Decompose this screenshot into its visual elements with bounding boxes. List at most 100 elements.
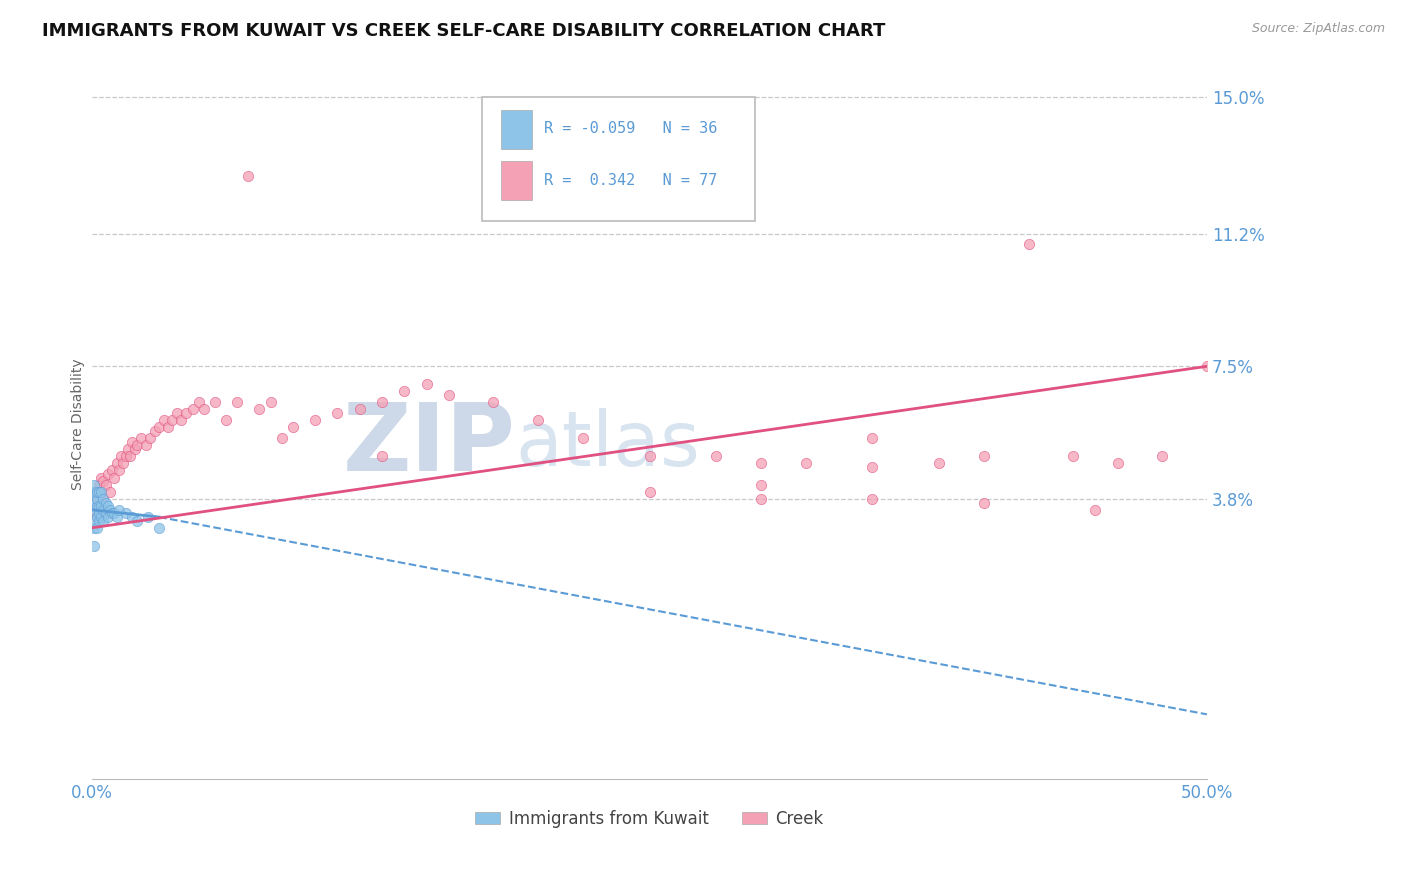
Point bbox=[91, 503, 114, 517]
Point bbox=[94, 496, 117, 510]
Point bbox=[226, 395, 249, 409]
Point bbox=[527, 413, 550, 427]
Point bbox=[105, 456, 128, 470]
Point bbox=[83, 503, 105, 517]
Point bbox=[87, 500, 110, 514]
Point bbox=[86, 521, 108, 535]
Point bbox=[83, 514, 105, 528]
Point bbox=[174, 406, 197, 420]
Point bbox=[181, 402, 204, 417]
Point bbox=[862, 431, 884, 445]
Point bbox=[862, 491, 884, 506]
Point bbox=[1018, 237, 1040, 252]
Point bbox=[973, 496, 995, 510]
Point bbox=[247, 402, 270, 417]
Point bbox=[121, 510, 143, 524]
Point bbox=[281, 420, 304, 434]
Point bbox=[83, 477, 105, 491]
Point bbox=[112, 456, 135, 470]
Point bbox=[91, 491, 114, 506]
Point bbox=[108, 503, 131, 517]
Point bbox=[326, 406, 349, 420]
Text: IMMIGRANTS FROM KUWAIT VS CREEK SELF-CARE DISABILITY CORRELATION CHART: IMMIGRANTS FROM KUWAIT VS CREEK SELF-CAR… bbox=[42, 22, 886, 40]
Point bbox=[90, 510, 112, 524]
FancyBboxPatch shape bbox=[482, 97, 755, 221]
Point bbox=[349, 402, 371, 417]
Point bbox=[101, 507, 124, 521]
Point bbox=[94, 507, 117, 521]
Text: Source: ZipAtlas.com: Source: ZipAtlas.com bbox=[1251, 22, 1385, 36]
Point bbox=[124, 442, 146, 456]
Point bbox=[482, 395, 505, 409]
Point bbox=[97, 500, 120, 514]
Point bbox=[1195, 359, 1218, 374]
Point bbox=[86, 484, 108, 499]
Point bbox=[94, 477, 117, 491]
Legend: Immigrants from Kuwait, Creek: Immigrants from Kuwait, Creek bbox=[468, 803, 831, 835]
Point bbox=[103, 507, 125, 521]
Point bbox=[114, 507, 136, 521]
Point bbox=[152, 413, 174, 427]
Point bbox=[706, 449, 728, 463]
Point bbox=[162, 413, 184, 427]
Point bbox=[148, 521, 170, 535]
Bar bbox=[502, 110, 533, 149]
Point bbox=[215, 413, 238, 427]
Point bbox=[139, 431, 162, 445]
Point bbox=[83, 539, 105, 553]
Point bbox=[90, 470, 112, 484]
Point bbox=[304, 413, 326, 427]
Point bbox=[1084, 503, 1107, 517]
Point bbox=[862, 459, 884, 474]
Point bbox=[571, 431, 593, 445]
Point bbox=[83, 491, 105, 506]
Point bbox=[148, 420, 170, 434]
Point bbox=[928, 456, 950, 470]
Point bbox=[973, 449, 995, 463]
Point bbox=[156, 420, 179, 434]
Bar bbox=[502, 161, 533, 200]
Point bbox=[87, 484, 110, 499]
Point bbox=[371, 395, 394, 409]
Point bbox=[749, 456, 772, 470]
Point bbox=[143, 424, 166, 438]
Point bbox=[110, 449, 132, 463]
Point bbox=[166, 406, 188, 420]
Point bbox=[86, 491, 108, 506]
Point bbox=[1152, 449, 1174, 463]
Point bbox=[1107, 456, 1129, 470]
Point bbox=[87, 507, 110, 521]
Point bbox=[1062, 449, 1084, 463]
Point bbox=[98, 484, 121, 499]
Point bbox=[117, 442, 139, 456]
Point bbox=[97, 510, 120, 524]
Point bbox=[91, 491, 114, 506]
Point bbox=[135, 438, 157, 452]
Text: R =  0.342   N = 77: R = 0.342 N = 77 bbox=[544, 172, 717, 187]
Text: atlas: atlas bbox=[516, 408, 700, 482]
Point bbox=[437, 388, 460, 402]
Point bbox=[86, 500, 108, 514]
Point bbox=[114, 449, 136, 463]
Point bbox=[87, 477, 110, 491]
Point bbox=[108, 463, 131, 477]
Point bbox=[193, 402, 215, 417]
Point bbox=[121, 434, 143, 449]
Point bbox=[749, 491, 772, 506]
Point bbox=[238, 169, 260, 183]
Point bbox=[170, 413, 193, 427]
Point bbox=[120, 449, 142, 463]
Point bbox=[125, 438, 148, 452]
Point bbox=[188, 395, 211, 409]
Text: ZIP: ZIP bbox=[343, 399, 516, 491]
Point bbox=[794, 456, 817, 470]
Point bbox=[83, 521, 105, 535]
Point bbox=[83, 503, 105, 517]
Text: R = -0.059   N = 36: R = -0.059 N = 36 bbox=[544, 121, 717, 136]
Point bbox=[90, 484, 112, 499]
Point bbox=[90, 484, 112, 499]
Point bbox=[90, 500, 112, 514]
Point bbox=[86, 491, 108, 506]
Point bbox=[91, 474, 114, 488]
Point bbox=[87, 500, 110, 514]
